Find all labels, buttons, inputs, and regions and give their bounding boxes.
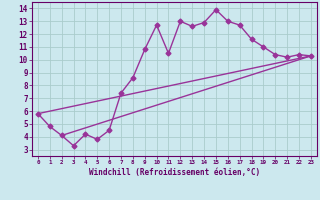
X-axis label: Windchill (Refroidissement éolien,°C): Windchill (Refroidissement éolien,°C) <box>89 168 260 177</box>
